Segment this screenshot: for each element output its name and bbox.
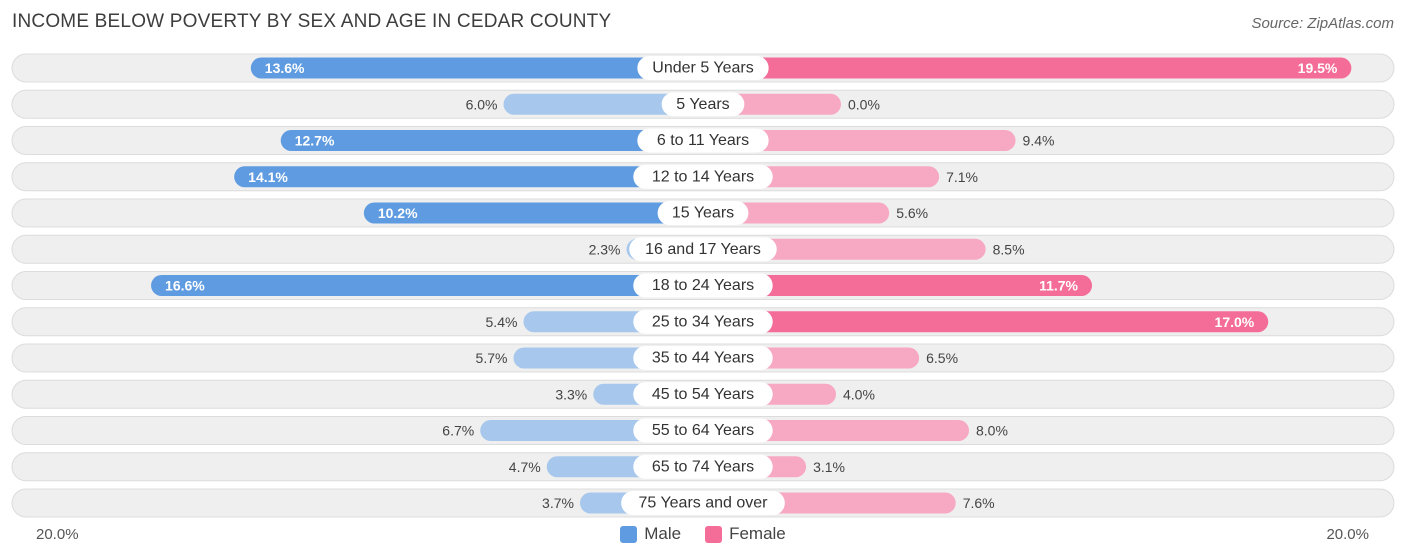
category-pill bbox=[633, 382, 773, 407]
value-label-male: 4.7% bbox=[509, 459, 541, 475]
bar-female bbox=[703, 275, 1093, 296]
category-pill bbox=[637, 56, 769, 80]
bar-female bbox=[703, 311, 1269, 333]
legend-male-swatch bbox=[620, 525, 638, 543]
legend-female-label: Female bbox=[729, 524, 786, 543]
legend-female[interactable]: Female bbox=[705, 524, 786, 544]
bar-male bbox=[151, 275, 704, 296]
bar-male bbox=[503, 93, 703, 115]
diverging-bar-chart: 13.6% 19.5% Under 5 Years 6.0% 0.0% 5 Years 12… bbox=[11, 53, 1395, 518]
bar-female bbox=[703, 130, 1016, 151]
value-label-male: 3.7% bbox=[542, 495, 574, 511]
category-pill bbox=[633, 164, 773, 189]
value-label-female: 8.5% bbox=[993, 241, 1025, 257]
value-label-male: 10.2% bbox=[378, 205, 418, 221]
value-label-female: 8.0% bbox=[976, 423, 1008, 439]
category-label: Under 5 Years bbox=[652, 60, 753, 77]
category-pill bbox=[621, 491, 785, 515]
category-label: 55 to 64 Years bbox=[652, 422, 754, 439]
value-label-female: 9.4% bbox=[1023, 133, 1055, 149]
category-label: 16 and 17 Years bbox=[645, 241, 761, 258]
category-pill bbox=[657, 201, 749, 225]
category-label: 6 to 11 Years bbox=[657, 132, 749, 149]
value-label-female: 11.7% bbox=[1039, 278, 1078, 294]
category-label: 75 Years and over bbox=[639, 495, 769, 512]
category-label: 25 to 34 Years bbox=[652, 313, 754, 330]
value-label-male: 6.7% bbox=[442, 423, 474, 439]
value-label-female: 0.0% bbox=[848, 96, 880, 112]
category-pill bbox=[633, 309, 773, 334]
value-label-female: 7.6% bbox=[963, 495, 995, 511]
value-label-male: 16.6% bbox=[165, 278, 205, 294]
value-label-male: 6.0% bbox=[466, 96, 498, 112]
axis-left-label: 20.0% bbox=[36, 526, 79, 543]
bar-female bbox=[703, 57, 1352, 79]
legend-male-label: Male bbox=[644, 524, 682, 543]
value-label-male: 14.1% bbox=[248, 169, 288, 185]
value-label-female: 19.5% bbox=[1298, 60, 1338, 76]
value-label-male: 12.7% bbox=[295, 133, 335, 149]
category-pill bbox=[633, 273, 773, 298]
category-label: 5 Years bbox=[676, 96, 729, 113]
category-pill bbox=[633, 346, 773, 370]
category-pill bbox=[637, 128, 769, 153]
legend-male[interactable]: Male bbox=[620, 524, 681, 544]
category-pill bbox=[633, 418, 773, 443]
value-label-female: 7.1% bbox=[946, 169, 978, 185]
category-pill bbox=[661, 92, 745, 117]
source-note: Source: ZipAtlas.com bbox=[1251, 15, 1394, 32]
category-pill bbox=[629, 237, 777, 262]
category-label: 35 to 44 Years bbox=[652, 350, 754, 367]
category-label: 12 to 14 Years bbox=[652, 168, 754, 185]
category-pill bbox=[633, 454, 773, 479]
legend-female-swatch bbox=[705, 525, 723, 543]
category-label: 18 to 24 Years bbox=[652, 277, 754, 294]
value-label-male: 13.6% bbox=[265, 60, 305, 76]
bar-male bbox=[280, 130, 703, 151]
bar-female bbox=[703, 202, 890, 224]
category-label: 45 to 54 Years bbox=[652, 386, 754, 403]
bar-male bbox=[250, 57, 704, 79]
value-label-male: 3.3% bbox=[555, 386, 587, 402]
chart-title: INCOME BELOW POVERTY BY SEX AND AGE IN C… bbox=[12, 11, 612, 32]
value-label-male: 5.7% bbox=[476, 350, 508, 366]
value-label-female: 17.0% bbox=[1215, 314, 1255, 330]
legend: Male Female bbox=[0, 524, 1406, 544]
value-label-male: 5.4% bbox=[486, 314, 518, 330]
bar-male bbox=[234, 166, 704, 188]
value-label-female: 5.6% bbox=[896, 205, 928, 221]
bar-male bbox=[363, 202, 703, 224]
value-label-female: 6.5% bbox=[926, 350, 958, 366]
value-label-female: 4.0% bbox=[843, 386, 875, 402]
value-label-female: 3.1% bbox=[813, 459, 845, 475]
axis-right-label: 20.0% bbox=[1326, 526, 1369, 543]
category-label: 15 Years bbox=[672, 205, 734, 222]
category-label: 65 to 74 Years bbox=[652, 458, 754, 475]
value-label-male: 2.3% bbox=[589, 241, 621, 257]
